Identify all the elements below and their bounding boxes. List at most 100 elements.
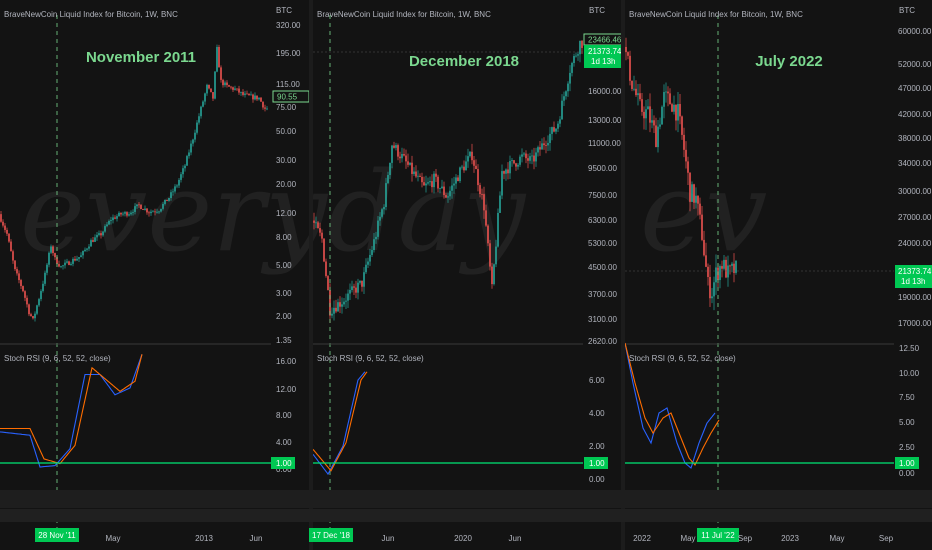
candle-down	[323, 238, 325, 262]
candle-up	[168, 198, 170, 201]
candle-up	[715, 267, 717, 283]
price-tick: 9500.00	[588, 164, 617, 173]
price-tick: 11000.00	[588, 139, 621, 148]
candle-down	[228, 85, 230, 87]
price-tick: 16000.00	[588, 87, 622, 96]
rsi-tick: 4.00	[589, 409, 605, 418]
time-axis-3[interactable]: 2022 May 11 Jul '22 Sep 2023 May Sep	[633, 528, 894, 543]
candle-up	[351, 286, 353, 291]
candle-down	[30, 314, 32, 317]
candle-up	[389, 162, 391, 176]
candle-down	[4, 225, 6, 230]
rsi-tick: 10.00	[899, 369, 920, 378]
candle-up	[38, 299, 40, 306]
candle-down	[238, 88, 240, 93]
candle-up	[439, 188, 441, 189]
candle-up	[78, 257, 80, 259]
svg-text:21373.74: 21373.74	[898, 267, 932, 276]
candle-up	[567, 83, 569, 92]
candle-down	[56, 257, 58, 264]
candle-up	[186, 156, 188, 166]
candle-up	[461, 166, 463, 168]
candle-down	[627, 52, 629, 56]
price-tick: 2.00	[276, 312, 292, 321]
price-tick: 3.00	[276, 289, 292, 298]
svg-text:23466.46: 23466.46	[588, 36, 622, 45]
candle-up	[331, 313, 333, 316]
candle-up	[467, 156, 469, 162]
candle-down	[8, 233, 10, 242]
candle-down	[667, 91, 669, 94]
candle-up	[573, 56, 575, 64]
time-axis-2[interactable]: 17 Dec '18 Jun 2020 Jun	[309, 528, 521, 543]
candle-down	[527, 158, 529, 161]
candle-up	[387, 175, 389, 184]
candle-up	[511, 160, 513, 162]
candle-up	[425, 183, 427, 186]
candle-up	[130, 212, 132, 215]
svg-text:1.00: 1.00	[899, 459, 915, 468]
indicator-label: Stoch RSI (9, 6, 52, 52, close)	[4, 354, 111, 363]
candle-up	[162, 203, 164, 209]
candle-up	[250, 94, 252, 96]
candle-up	[80, 255, 82, 258]
candle-down	[443, 186, 445, 196]
candle-down	[703, 239, 705, 256]
time-tick: Sep	[879, 534, 894, 543]
date-badge-label: 28 Nov '11	[38, 531, 76, 540]
candle-up	[665, 91, 667, 93]
candle-down	[491, 266, 493, 285]
candle-up	[110, 220, 112, 221]
stoch-rsi-d-line	[312, 371, 368, 472]
collapsed-pane	[0, 490, 932, 508]
candle-down	[317, 222, 319, 229]
candle-down	[208, 84, 210, 89]
candle-up	[577, 54, 579, 56]
candle-up	[505, 169, 507, 174]
candle-up	[182, 168, 184, 175]
price-tick: 195.00	[276, 49, 301, 58]
rsi-axis: 16.00 12.00 8.00 4.00 0.00	[276, 357, 297, 474]
candle-up	[569, 72, 571, 84]
candle-up	[661, 106, 663, 125]
candle-down	[543, 143, 545, 146]
candle-down	[242, 91, 244, 95]
candle-down	[683, 134, 685, 150]
candle-down	[138, 204, 140, 206]
candle-up	[198, 116, 200, 123]
time-axis-1[interactable]: 28 Nov '11 May 2013 Jun	[35, 528, 262, 543]
candle-up	[551, 127, 553, 134]
candle-up	[206, 84, 208, 94]
candle-up	[214, 71, 216, 99]
candle-up	[200, 106, 202, 117]
candle-up	[76, 258, 78, 261]
candle-down	[697, 195, 699, 204]
stoch-rsi-k-line	[624, 342, 716, 469]
candle-down	[709, 277, 711, 299]
panel-title: November 2011	[86, 49, 196, 66]
candle-up	[695, 195, 697, 203]
candle-down	[419, 175, 421, 177]
svg-text:90.55: 90.55	[277, 93, 298, 102]
candle-down	[92, 240, 94, 242]
time-tick: 2020	[454, 534, 472, 543]
candle-down	[445, 195, 447, 198]
rsi-tick: 7.50	[899, 393, 915, 402]
candle-up	[337, 302, 339, 312]
candle-down	[729, 265, 731, 267]
candle-up	[579, 40, 581, 55]
stoch-rsi-lines	[624, 342, 720, 469]
candle-up	[254, 95, 256, 100]
time-tick: 2013	[195, 534, 213, 543]
candle-down	[166, 199, 168, 201]
time-tick: May	[680, 534, 695, 543]
candle-down	[689, 172, 691, 202]
panel-2: BraveNewCoin Liquid Index for Bitcoin, 1…	[312, 6, 623, 528]
candle-up	[449, 190, 451, 197]
candle-down	[212, 92, 214, 99]
candle-up	[216, 46, 218, 72]
candle-up	[645, 109, 647, 119]
candle-up	[691, 184, 693, 202]
candle-up	[357, 282, 359, 293]
